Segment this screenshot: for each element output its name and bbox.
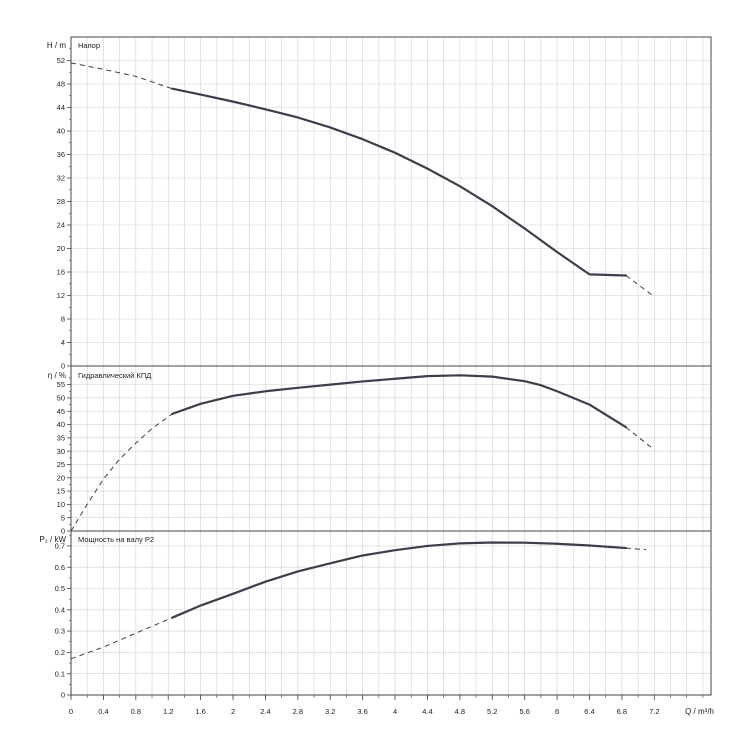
y-tick-label: 0 <box>61 527 65 536</box>
y-tick-label: 0.4 <box>55 605 65 614</box>
y-tick-label: 15 <box>57 487 65 496</box>
x-tick-label: 6 <box>555 707 559 716</box>
frame-layer <box>67 36 712 700</box>
head-curve-extrapolated-end <box>625 275 655 298</box>
x-tick-label: 1.6 <box>195 707 205 716</box>
x-tick-label: 0.8 <box>131 707 141 716</box>
head-curve-extrapolated-start <box>70 62 173 90</box>
x-tick-label: 1.2 <box>163 707 173 716</box>
y-tick-label: 25 <box>57 460 65 469</box>
y-tick-label: 45 <box>57 407 65 416</box>
x-tick-label: 0.4 <box>98 707 108 716</box>
panel-frame-power <box>70 530 712 696</box>
x-tick-label: 3.6 <box>357 707 367 716</box>
y-tick-label: 0.7 <box>55 542 65 551</box>
y-tick-label: 32 <box>57 174 65 183</box>
y-tick-label: 0.1 <box>55 669 65 678</box>
y-tick-label: 30 <box>57 447 65 456</box>
x-tick-label: 4.4 <box>422 707 432 716</box>
y-tick-label: 0 <box>61 691 65 700</box>
head-curve <box>171 87 628 277</box>
y-tick-label: 40 <box>57 127 65 136</box>
y-tick-label: 35 <box>57 433 65 442</box>
y-axis-label-efficiency: η / % <box>48 371 66 380</box>
y-tick-label: 50 <box>57 394 65 403</box>
y-tick-label: 52 <box>57 56 65 65</box>
y-tick-label: 0.3 <box>55 627 65 636</box>
x-tick-label: 6.8 <box>617 707 627 716</box>
y-tick-label: 0.2 <box>55 648 65 657</box>
panel-title-power: Мощность на валу P2 <box>78 535 154 544</box>
power-curve-extrapolated-end <box>625 547 647 551</box>
y-tick-label: 4 <box>61 338 65 347</box>
y-tick-label: 20 <box>57 244 65 253</box>
y-tick-label: 16 <box>57 268 65 277</box>
panel-frame-efficiency <box>70 365 712 532</box>
y-tick-label: 36 <box>57 150 65 159</box>
x-tick-label: 7.2 <box>649 707 659 716</box>
x-tick-label: 0 <box>69 707 73 716</box>
x-tick-label: 3.2 <box>325 707 335 716</box>
x-tick-label: 2 <box>231 707 235 716</box>
text-layer: Напор Гидравлический КПД Мощность на вал… <box>39 41 714 716</box>
y-axis-label-head: H / m <box>47 41 66 50</box>
curve-layer <box>70 62 655 660</box>
y-tick-label: 20 <box>57 473 65 482</box>
x-axis-label: Q / m³/h <box>685 707 714 716</box>
x-tick-label: 2.8 <box>293 707 303 716</box>
y-tick-label: 5 <box>61 513 65 522</box>
x-tick-label: 4 <box>393 707 397 716</box>
x-tick-label: 4.8 <box>455 707 465 716</box>
x-tick-label: 5.2 <box>487 707 497 716</box>
y-tick-label: 8 <box>61 315 65 324</box>
efficiency-curve <box>171 374 628 429</box>
y-tick-label: 0.5 <box>55 584 65 593</box>
y-tick-label: 24 <box>57 221 65 230</box>
x-tick-label: 5.6 <box>519 707 529 716</box>
y-tick-label: 44 <box>57 103 65 112</box>
y-tick-label: 10 <box>57 500 65 509</box>
y-tick-label: 0.6 <box>55 563 65 572</box>
y-tick-label: 48 <box>57 80 65 89</box>
efficiency-curve-extrapolated-start <box>70 413 173 532</box>
panel-title-efficiency: Гидравлический КПД <box>78 371 151 380</box>
y-axis-label-power: P₂ / kW <box>39 535 66 544</box>
x-tick-label: 2.4 <box>260 707 270 716</box>
y-tick-label: 0 <box>61 362 65 371</box>
power-curve <box>171 541 628 619</box>
y-tick-label: 40 <box>57 420 65 429</box>
x-tick-label: 6.4 <box>584 707 594 716</box>
y-tick-label: 55 <box>57 380 65 389</box>
y-tick-label: 12 <box>57 291 65 300</box>
efficiency-curve-extrapolated-end <box>625 426 655 451</box>
panel-title-head: Напор <box>78 41 100 50</box>
y-tick-label: 28 <box>57 197 65 206</box>
